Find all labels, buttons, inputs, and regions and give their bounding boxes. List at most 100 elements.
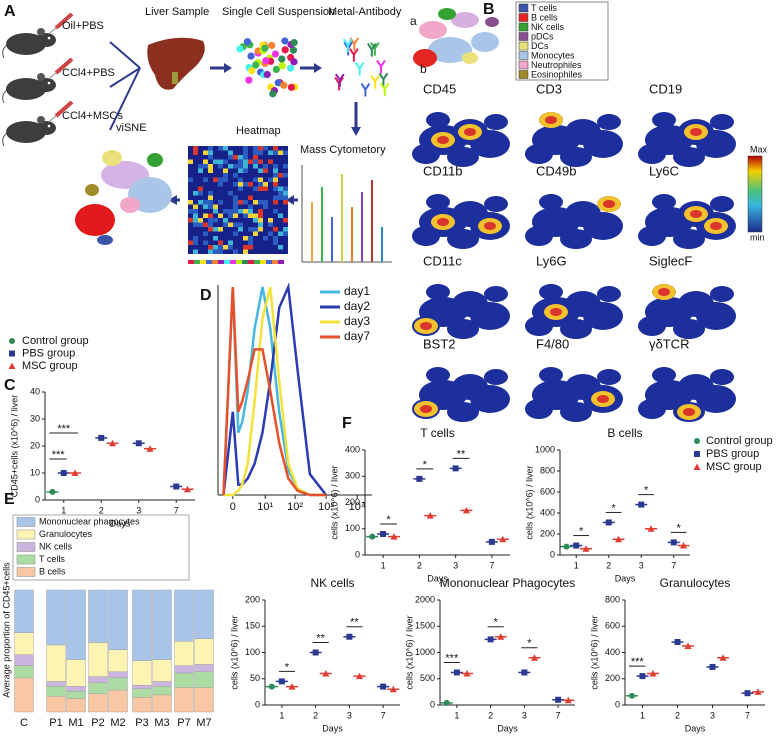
bar-segment — [46, 686, 66, 697]
data-point — [135, 440, 142, 447]
data-point — [563, 543, 570, 550]
group-label: Oil+PBS — [62, 20, 104, 32]
x-axis-label: Days — [685, 723, 706, 733]
heatmap-cell — [243, 159, 248, 164]
heatmap-cell — [238, 204, 243, 209]
cell-dot — [261, 44, 269, 52]
heatmap-cell — [233, 204, 238, 209]
heatmap-cell — [268, 168, 273, 173]
data-point — [521, 669, 528, 676]
legend-label: Granulocytes — [39, 529, 93, 539]
heatmap-cell — [203, 186, 208, 191]
heatmap-cell — [223, 146, 228, 151]
sig-label: ** — [316, 632, 325, 644]
y-tick-label: 20 — [30, 440, 40, 450]
heatmap-cell — [203, 249, 208, 254]
data-point — [109, 439, 116, 447]
heatmap-cell — [198, 204, 203, 209]
heatmap-key — [218, 260, 224, 264]
heatmap-cell — [233, 155, 238, 160]
panel-label: E — [4, 491, 15, 508]
histogram-line — [222, 282, 328, 496]
y-axis-label: CD45+cells (x10^6) / liver — [9, 395, 19, 498]
heatmap-cell — [238, 195, 243, 200]
heatmap-cell — [283, 236, 288, 241]
tsne-hot — [603, 200, 615, 208]
visne-cluster — [97, 235, 113, 245]
heatmap-cell — [228, 191, 233, 196]
tsne-map — [673, 319, 705, 339]
heatmap-key — [194, 260, 200, 264]
data-point — [680, 542, 687, 549]
heatmap-cell — [253, 204, 258, 209]
heatmap-cell — [198, 195, 203, 200]
heatmap-cell — [188, 240, 193, 245]
tsne-map — [525, 226, 553, 246]
heatmap-cell — [248, 227, 253, 232]
x-tick-label: 1 — [61, 505, 66, 515]
heatmap-cell — [233, 186, 238, 191]
heatmap-cell — [258, 168, 263, 173]
heatmap-cell — [258, 249, 263, 254]
y-tick-label: 1500 — [415, 621, 435, 631]
heatmap-cell — [258, 200, 263, 205]
heatmap-cell — [228, 218, 233, 223]
x-tick-label: 7 — [556, 710, 561, 720]
heatmap-cell — [188, 146, 193, 151]
data-point — [416, 475, 423, 482]
tsne-map — [638, 144, 666, 164]
bar-segment — [14, 677, 34, 713]
bar-segment — [152, 681, 172, 687]
heatmap-cell — [198, 150, 203, 155]
heatmap-cell — [263, 204, 268, 209]
sig-label: * — [644, 485, 649, 497]
bar-segment — [152, 686, 172, 696]
tsne-hot — [597, 395, 609, 403]
y-tick-label: 800 — [605, 594, 620, 604]
heatmap-cell — [263, 177, 268, 182]
heatmap-cell — [193, 168, 198, 173]
heatmap-cell — [218, 204, 223, 209]
heatmap-cell — [213, 168, 218, 173]
cell-dot — [280, 81, 288, 89]
marker-label: CD19 — [649, 81, 682, 96]
heatmap-cell — [273, 218, 278, 223]
legend-swatch — [16, 567, 36, 577]
y-tick-label: 2000 — [415, 594, 435, 604]
heatmap-cell — [213, 231, 218, 236]
heatmap-cell — [253, 245, 258, 250]
y-axis-label: cells (x10^6) / liver — [524, 465, 534, 539]
heatmap-cell — [238, 209, 243, 214]
arrow-head — [351, 127, 361, 136]
heatmap-cell — [208, 191, 213, 196]
heatmap-cell — [218, 177, 223, 182]
visne-cluster — [120, 197, 140, 213]
heatmap-cell — [228, 231, 233, 236]
heatmap-cell — [283, 218, 288, 223]
heatmap-cell — [188, 213, 193, 218]
heatmap-key — [242, 260, 248, 264]
heatmap-cell — [238, 222, 243, 227]
heatmap-cell — [223, 200, 228, 205]
heatmap-cell — [238, 164, 243, 169]
heatmap-cell — [218, 236, 223, 241]
heatmap-cell — [283, 182, 288, 187]
heatmap-cell — [268, 236, 273, 241]
visne-cluster — [102, 150, 122, 166]
heatmap-key — [200, 260, 206, 264]
heatmap-cell — [208, 200, 213, 205]
heatmap-cell — [263, 159, 268, 164]
heatmap-cell — [203, 164, 208, 169]
y-axis-label: cells (x10^6) / liver — [229, 615, 239, 689]
heatmap-cell — [268, 204, 273, 209]
heatmap-cell — [193, 227, 198, 232]
heatmap-cell — [213, 249, 218, 254]
data-point — [629, 692, 635, 699]
heatmap-cell — [278, 204, 283, 209]
x-tick-label: 10³ — [318, 501, 334, 513]
heatmap-cell — [283, 245, 288, 250]
bar-segment — [88, 676, 108, 683]
heatmap-cell — [223, 245, 228, 250]
bar-segment — [174, 641, 194, 666]
tsne-map — [673, 147, 705, 167]
